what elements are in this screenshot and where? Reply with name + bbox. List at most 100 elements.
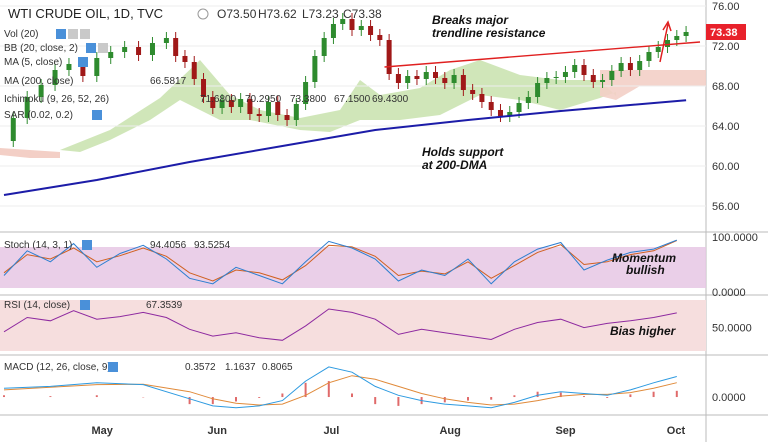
rsi-tick-label: 50.0000 xyxy=(712,323,752,335)
settings-icon[interactable] xyxy=(197,8,209,20)
ma200-line xyxy=(3,99,687,196)
candle-body xyxy=(637,61,643,70)
candle-body xyxy=(581,65,587,75)
candle-body xyxy=(340,19,346,24)
close-icon[interactable] xyxy=(80,29,90,39)
candle-body xyxy=(470,90,476,94)
candle-body xyxy=(655,47,661,52)
stoch-band xyxy=(0,247,706,288)
candle-body xyxy=(683,32,689,36)
price-tick-label: 76.00 xyxy=(712,1,740,13)
candle-body xyxy=(122,47,128,52)
candle-body xyxy=(38,85,44,97)
eye-icon[interactable] xyxy=(108,362,118,372)
macd-line xyxy=(3,366,677,409)
candle-body xyxy=(10,118,16,141)
eye-icon[interactable] xyxy=(56,29,66,39)
candle-body xyxy=(414,76,420,79)
candle-body xyxy=(219,100,225,108)
price-tick-label: 72.00 xyxy=(712,41,740,53)
candle-body xyxy=(136,47,142,55)
candle-body xyxy=(163,38,169,43)
macd-signal-line xyxy=(3,375,677,406)
x-tick-label: Oct xyxy=(667,425,686,437)
eye-icon[interactable] xyxy=(82,240,92,250)
eye-icon[interactable] xyxy=(86,43,96,53)
ichimoku-value: 71.6800 xyxy=(200,94,237,105)
candle-body xyxy=(618,63,624,71)
candle-body xyxy=(321,38,327,56)
stoch-d-value: 93.5254 xyxy=(194,240,231,251)
macd-legend: MACD (12, 26, close, 9) xyxy=(4,362,111,373)
ichimoku-value: 69.4300 xyxy=(372,94,409,105)
gear-icon[interactable] xyxy=(68,29,78,39)
candle-body xyxy=(94,58,100,76)
chart-symbol: WTI CRUDE OIL, 1D, TVC xyxy=(8,6,163,21)
last-price-value: 73.38 xyxy=(710,27,738,39)
candle-body xyxy=(80,64,86,76)
candle-body xyxy=(108,52,114,58)
candle-body xyxy=(303,82,309,104)
eye-icon[interactable] xyxy=(80,300,90,310)
price-tick-label: 60.00 xyxy=(712,161,740,173)
candle-body xyxy=(238,99,244,107)
price-tick-label: 68.00 xyxy=(712,81,740,93)
legend-ma5: MA (5, close) xyxy=(4,57,62,68)
candle-body xyxy=(395,74,401,83)
candle-body xyxy=(609,71,615,80)
ohlc-close: C73.38 xyxy=(343,7,382,21)
candle-body xyxy=(182,56,188,62)
candle-body xyxy=(627,63,633,70)
candle-body xyxy=(275,102,281,115)
stoch-tick-label: 0.0000 xyxy=(712,287,746,299)
candle-body xyxy=(284,115,290,120)
ohlc-low: L73.23 xyxy=(302,7,339,21)
x-tick-label: Jun xyxy=(207,425,227,437)
candle-body xyxy=(590,75,596,82)
x-tick-label: Jul xyxy=(323,425,339,437)
candle-body xyxy=(293,104,299,120)
candle-body xyxy=(265,102,271,116)
legend-sar: SAR (0.02, 0.2) xyxy=(4,110,73,121)
candle-body xyxy=(460,75,466,90)
price-tick-label: 56.00 xyxy=(712,201,740,213)
up-arrow-head-icon xyxy=(662,20,672,32)
candle-body xyxy=(423,72,429,79)
stoch-tick-label: 100.0000 xyxy=(712,232,758,244)
candle-body xyxy=(544,78,550,83)
ichimoku-cloud-red xyxy=(0,148,60,158)
candle-body xyxy=(572,65,578,72)
price-tick-label: 64.00 xyxy=(712,121,740,133)
macd-line-value: 1.1637 xyxy=(225,362,256,373)
candle-body xyxy=(507,112,513,116)
candle-body xyxy=(210,97,216,108)
annotation-resistance-line2: trendline resistance xyxy=(432,26,546,40)
ichimoku-value: 73.3800 xyxy=(290,94,327,105)
legend-ichimoku: Ichimoku (9, 26, 52, 26) xyxy=(4,94,109,105)
ma200-value: 66.5817 xyxy=(150,76,187,87)
candle-body xyxy=(256,114,262,116)
ichimoku-cloud-red xyxy=(600,70,706,100)
candle-body xyxy=(228,100,234,107)
ichimoku-value: 67.1500 xyxy=(334,94,371,105)
rsi-legend: RSI (14, close) xyxy=(4,300,70,311)
ichimoku-value: 70.2950 xyxy=(245,94,282,105)
rsi-line xyxy=(3,308,677,341)
candle-body xyxy=(553,77,559,78)
stoch-annotation-line1: Momentum xyxy=(612,251,676,265)
stoch-d-line xyxy=(3,240,678,282)
candle-body xyxy=(358,26,364,30)
x-tick-label: Sep xyxy=(555,425,575,437)
candle-body xyxy=(191,62,197,79)
gear-icon[interactable] xyxy=(98,43,108,53)
eye-icon[interactable] xyxy=(92,110,102,120)
candle-body xyxy=(516,103,522,112)
legend-vol: Vol (20) xyxy=(4,29,38,40)
candle-body xyxy=(488,102,494,110)
stoch-annotation-line2: bullish xyxy=(626,263,665,277)
candle-body xyxy=(386,40,392,74)
eye-icon[interactable] xyxy=(78,57,88,67)
macd-signal-value: 0.8065 xyxy=(262,362,293,373)
